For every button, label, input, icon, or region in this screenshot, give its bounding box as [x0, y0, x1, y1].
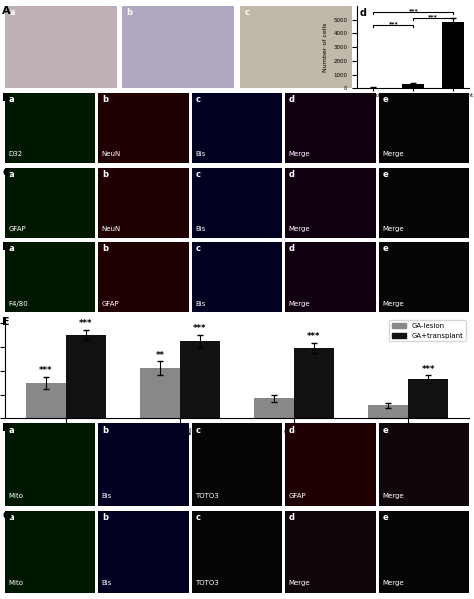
- Text: b: b: [102, 244, 108, 253]
- Bar: [408, 379, 448, 419]
- Bar: [180, 341, 220, 419]
- Text: c: c: [195, 426, 201, 435]
- Text: ***: ***: [307, 332, 321, 341]
- Text: d: d: [289, 244, 295, 253]
- Text: c: c: [244, 8, 249, 17]
- Text: ***: ***: [409, 8, 418, 13]
- Bar: [140, 368, 180, 419]
- Text: d: d: [289, 513, 295, 522]
- Text: Merge: Merge: [382, 493, 404, 499]
- Text: ***: ***: [39, 367, 53, 376]
- Text: Merge: Merge: [289, 580, 310, 586]
- Text: a: a: [9, 244, 14, 253]
- Text: GFAP: GFAP: [9, 226, 26, 232]
- Text: A: A: [2, 6, 11, 16]
- Text: b: b: [102, 95, 108, 104]
- Text: b: b: [102, 513, 108, 522]
- Legend: GA-lesion, GA+transplant: GA-lesion, GA+transplant: [389, 320, 466, 341]
- Text: F: F: [2, 423, 10, 433]
- Text: Merge: Merge: [382, 580, 404, 586]
- Text: c: c: [195, 170, 201, 179]
- Text: d: d: [289, 426, 295, 435]
- Text: B: B: [2, 93, 11, 103]
- Text: GFAP: GFAP: [289, 493, 306, 499]
- Text: ***: ***: [421, 365, 435, 374]
- Text: Merge: Merge: [382, 226, 404, 232]
- Text: D: D: [2, 243, 12, 252]
- Text: a: a: [9, 95, 14, 104]
- Text: G: G: [2, 510, 11, 521]
- Text: NeuN: NeuN: [102, 152, 121, 158]
- Text: Bis: Bis: [195, 152, 206, 158]
- Text: ***: ***: [193, 324, 207, 333]
- Text: Mito: Mito: [9, 493, 23, 499]
- Bar: [368, 406, 408, 419]
- Text: e: e: [382, 244, 388, 253]
- Text: TOTO3: TOTO3: [195, 493, 219, 499]
- Text: E: E: [2, 317, 10, 327]
- Text: **: **: [155, 351, 164, 360]
- Text: ***: ***: [389, 21, 398, 26]
- Text: NeuN: NeuN: [102, 226, 121, 232]
- Bar: [254, 398, 294, 419]
- Text: e: e: [382, 95, 388, 104]
- Bar: [363, 88, 384, 89]
- Text: e: e: [382, 426, 388, 435]
- Text: Bis: Bis: [102, 580, 112, 586]
- Bar: [402, 84, 424, 89]
- Text: ***: ***: [79, 319, 92, 328]
- Text: Bis: Bis: [102, 493, 112, 499]
- Text: C: C: [2, 168, 10, 178]
- Text: d: d: [360, 8, 366, 17]
- Bar: [26, 383, 66, 419]
- Bar: [294, 348, 334, 419]
- Text: d: d: [289, 95, 295, 104]
- Text: F4/80: F4/80: [9, 301, 28, 307]
- Text: Merge: Merge: [382, 152, 404, 158]
- Text: Bis: Bis: [195, 301, 206, 307]
- Text: Merge: Merge: [289, 152, 310, 158]
- Text: Bis: Bis: [195, 226, 206, 232]
- Text: c: c: [195, 244, 201, 253]
- Text: a: a: [9, 513, 14, 522]
- Text: a: a: [9, 426, 14, 435]
- Bar: [66, 335, 106, 419]
- Text: Merge: Merge: [382, 301, 404, 307]
- Bar: [442, 23, 464, 89]
- Text: c: c: [195, 95, 201, 104]
- Text: e: e: [382, 170, 388, 179]
- Text: TOTO3: TOTO3: [195, 580, 219, 586]
- Text: GFAP: GFAP: [102, 301, 119, 307]
- Y-axis label: Number of cells: Number of cells: [323, 23, 328, 72]
- Text: a: a: [9, 170, 14, 179]
- Text: D32: D32: [9, 152, 22, 158]
- Text: a: a: [9, 8, 15, 17]
- Text: Mito: Mito: [9, 580, 23, 586]
- Text: ***: ***: [428, 14, 438, 19]
- Text: e: e: [382, 513, 388, 522]
- Text: b: b: [102, 426, 108, 435]
- Text: Merge: Merge: [289, 301, 310, 307]
- Text: Merge: Merge: [289, 226, 310, 232]
- Text: d: d: [289, 170, 295, 179]
- Text: c: c: [195, 513, 201, 522]
- Text: b: b: [127, 8, 133, 17]
- Text: b: b: [102, 170, 108, 179]
